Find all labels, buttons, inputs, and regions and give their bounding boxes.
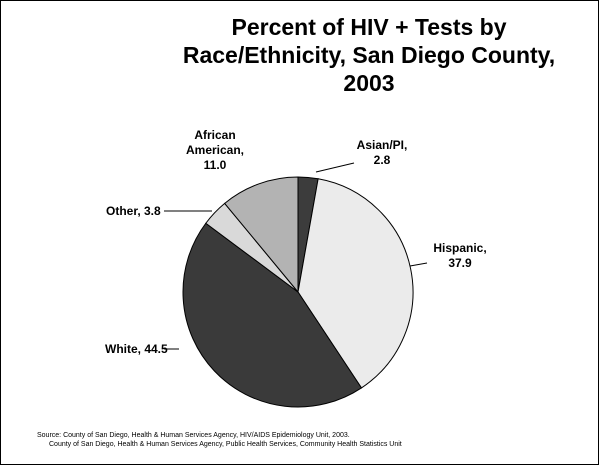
slice-label: White, 44.5 <box>105 342 168 356</box>
source-line-2: County of San Diego, Health & Human Serv… <box>37 440 597 449</box>
source-line-1: Source: County of San Diego, Health & Hu… <box>37 431 597 440</box>
source-note: Source: County of San Diego, Health & Hu… <box>37 431 597 449</box>
slice-label-line: Asian/PI, <box>357 138 408 152</box>
slice-label-line: African <box>194 128 235 142</box>
slice-label-line: 11.0 <box>204 158 227 172</box>
slice-label: African American, 11.0 <box>186 128 244 172</box>
slice-label: Asian/PI, 2.8 <box>357 138 408 167</box>
slice-label-line: Other, 3.8 <box>106 204 161 218</box>
slice-label-line: 37.9 <box>448 256 472 270</box>
slice-label-line: Hispanic, <box>433 241 486 255</box>
leader-line <box>410 263 427 266</box>
slice-label-line: American, <box>186 143 244 157</box>
slice-label-line: 2.8 <box>374 153 391 167</box>
slice-label-line: White, 44.5 <box>105 342 168 356</box>
slice-label: Other, 3.8 <box>106 204 161 218</box>
slice-label: Hispanic, 37.9 <box>433 241 486 270</box>
leader-line <box>316 163 354 172</box>
